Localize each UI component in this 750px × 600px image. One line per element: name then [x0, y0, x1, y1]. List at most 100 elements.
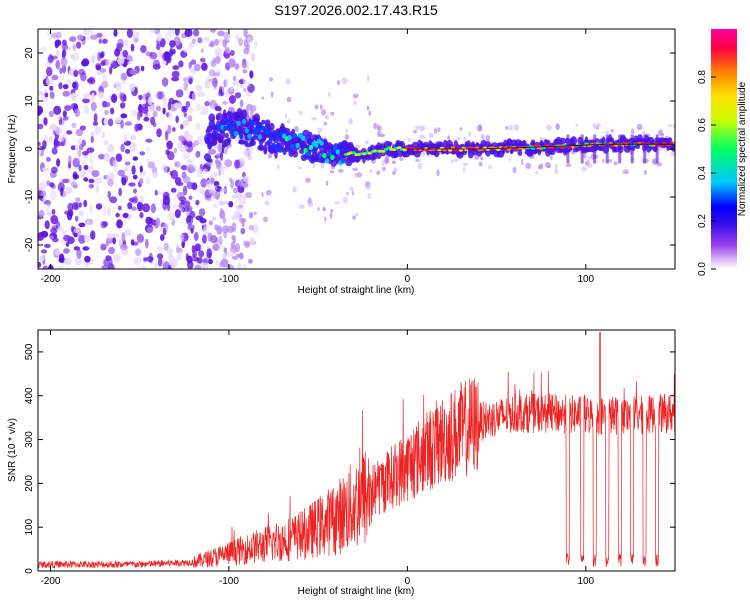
ridge-core: [319, 140, 324, 146]
snr-background: [38, 330, 675, 571]
noise-blob: [131, 109, 138, 117]
noise-blob: [77, 34, 84, 41]
noise-blob-faint: [336, 80, 341, 86]
noise-blob-faint: [660, 132, 665, 137]
noise-blob: [89, 29, 94, 36]
noise-blob-faint: [265, 189, 272, 196]
spectrogram-y-tick-label: -20: [24, 237, 35, 252]
noise-blob: [59, 75, 65, 80]
noise-blob: [73, 228, 80, 234]
noise-blob: [42, 196, 47, 202]
noise-blob-faint: [392, 160, 396, 165]
noise-blob: [111, 93, 118, 104]
noise-blob: [84, 234, 90, 243]
noise-blob-faint: [341, 77, 348, 84]
noise-blob: [178, 135, 185, 142]
noise-blob-faint: [270, 91, 274, 98]
noise-blob-faint: [581, 165, 587, 172]
ridge-core: [351, 151, 356, 155]
snr-x-ticks: -200 -100 0 100: [40, 330, 595, 587]
noise-blob: [46, 180, 51, 186]
noise-blob: [229, 95, 236, 104]
noise-blob: [223, 166, 228, 171]
noise-blob: [38, 181, 47, 191]
noise-blob: [58, 253, 65, 263]
noise-blob: [228, 58, 236, 68]
noise-blob: [131, 165, 136, 175]
noise-blob: [130, 196, 139, 204]
noise-blob: [128, 82, 136, 92]
noise-blob-faint: [575, 123, 578, 127]
noise-blob: [234, 63, 239, 70]
noise-blob: [56, 158, 61, 167]
noise-blob: [145, 138, 153, 143]
noise-blob: [109, 173, 115, 180]
noise-blob: [148, 252, 153, 261]
noise-blob: [120, 175, 129, 183]
noise-blob: [82, 92, 91, 100]
noise-blob: [231, 255, 239, 260]
spectrogram-x-tick-label: -100: [219, 274, 239, 285]
noise-blob: [111, 233, 119, 239]
noise-blob: [124, 148, 131, 154]
dropout-streak: [593, 134, 597, 164]
noise-blob-faint: [312, 162, 315, 169]
noise-blob: [55, 140, 60, 148]
noise-blob: [83, 199, 88, 208]
noise-blob: [147, 161, 156, 169]
noise-blob: [234, 242, 241, 252]
ridge-core: [530, 147, 536, 150]
noise-blob-faint: [324, 216, 327, 222]
noise-blob: [76, 158, 80, 164]
noise-blob: [192, 249, 198, 259]
noise-blob: [100, 243, 107, 251]
noise-blob: [70, 103, 78, 110]
noise-blob: [83, 29, 90, 36]
noise-blob: [112, 159, 118, 168]
noise-blob-faint: [463, 136, 467, 142]
ridge-blob: [216, 114, 221, 121]
spectrogram-ridge-layer: [204, 105, 675, 167]
noise-blob: [72, 43, 76, 52]
noise-blob: [54, 249, 60, 256]
noise-blob: [219, 38, 223, 43]
noise-blob: [103, 258, 110, 266]
noise-blob: [136, 201, 144, 212]
noise-blob: [156, 43, 161, 51]
noise-blob-faint: [329, 212, 333, 220]
noise-blob: [61, 43, 68, 51]
noise-blob-faint: [592, 122, 597, 129]
noise-blob: [89, 155, 93, 165]
noise-blob-faint: [294, 126, 299, 132]
spectrogram-noise-layer: [38, 29, 675, 269]
noise-blob-faint: [453, 158, 459, 162]
noise-blob: [90, 230, 96, 240]
noise-blob: [70, 181, 78, 187]
noise-blob: [102, 74, 107, 83]
noise-blob: [66, 78, 72, 85]
noise-blob-faint: [368, 110, 372, 116]
noise-blob-faint: [213, 84, 217, 89]
noise-blob: [243, 38, 249, 49]
ridge-blob: [214, 105, 222, 112]
noise-blob: [88, 178, 95, 184]
ridge-core: [324, 158, 330, 164]
noise-blob: [139, 165, 143, 173]
noise-blob-faint: [230, 86, 234, 90]
noise-blob: [123, 167, 129, 173]
noise-blob: [164, 34, 169, 42]
noise-blob: [200, 245, 204, 252]
noise-blob: [51, 166, 58, 174]
noise-blob: [169, 258, 178, 267]
noise-blob-faint: [356, 172, 363, 178]
noise-blob: [169, 170, 174, 176]
noise-blob: [185, 101, 190, 108]
snr-x-tick-label: 100: [577, 576, 594, 587]
noise-blob: [57, 115, 61, 120]
ridge-blob: [261, 119, 266, 125]
noise-blob: [215, 260, 219, 266]
noise-blob: [98, 38, 102, 44]
ridge-blob: [268, 122, 275, 131]
ridge-blob: [545, 139, 551, 146]
